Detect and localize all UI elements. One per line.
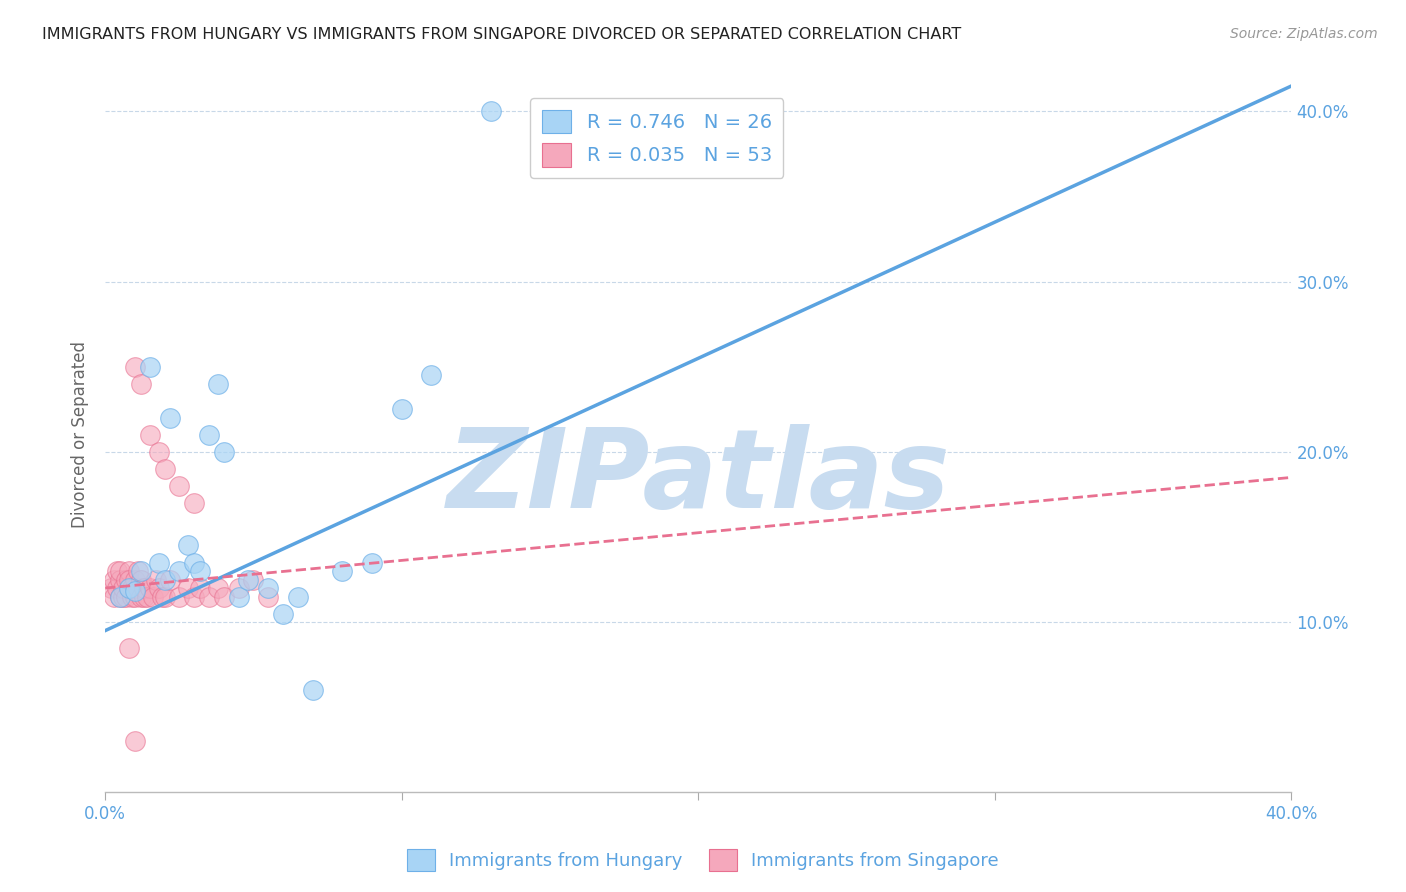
Point [177, 581, 200, 595]
Point [153, 573, 176, 587]
Point [236, 573, 259, 587]
Point [257, 581, 280, 595]
Point [124, 581, 146, 595]
Point [207, 376, 229, 391]
Point [183, 496, 205, 510]
Point [212, 590, 235, 604]
Point [169, 479, 191, 493]
Point [198, 428, 221, 442]
Point [124, 573, 146, 587]
Legend: R = 0.746   N = 26, R = 0.035   N = 53: R = 0.746 N = 26, R = 0.035 N = 53 [530, 98, 783, 178]
Point [115, 573, 138, 587]
Point [207, 581, 229, 595]
Point [301, 683, 323, 698]
Point [228, 590, 250, 604]
Point [257, 590, 280, 604]
Text: ZIPatlas: ZIPatlas [447, 425, 950, 532]
Point [183, 556, 205, 570]
Point [148, 445, 170, 459]
Point [129, 590, 152, 604]
Legend: Immigrants from Hungary, Immigrants from Singapore: Immigrants from Hungary, Immigrants from… [401, 842, 1005, 879]
Point [212, 445, 235, 459]
Point [124, 584, 146, 599]
Point [177, 539, 200, 553]
Point [198, 590, 221, 604]
Point [111, 590, 134, 604]
Point [138, 359, 160, 374]
Point [124, 590, 146, 604]
Point [132, 590, 155, 604]
Point [129, 564, 152, 578]
Text: Source: ZipAtlas.com: Source: ZipAtlas.com [1230, 27, 1378, 41]
Point [142, 590, 165, 604]
Point [129, 376, 152, 391]
Point [108, 590, 131, 604]
Point [105, 581, 128, 595]
Point [138, 581, 160, 595]
Point [108, 564, 131, 578]
Point [188, 581, 211, 595]
Point [103, 573, 125, 587]
Point [228, 581, 250, 595]
Point [391, 402, 413, 417]
Point [150, 590, 173, 604]
Point [332, 564, 354, 578]
Point [118, 564, 141, 578]
Point [118, 573, 141, 587]
Point [148, 556, 170, 570]
Point [124, 359, 146, 374]
Point [271, 607, 294, 621]
Point [188, 564, 211, 578]
Point [148, 581, 170, 595]
Point [124, 734, 146, 748]
Point [105, 564, 128, 578]
Point [118, 581, 141, 595]
Point [118, 640, 141, 655]
Y-axis label: Divorced or Separated: Divorced or Separated [72, 342, 89, 528]
Point [479, 104, 502, 119]
Text: IMMIGRANTS FROM HUNGARY VS IMMIGRANTS FROM SINGAPORE DIVORCED OR SEPARATED CORRE: IMMIGRANTS FROM HUNGARY VS IMMIGRANTS FR… [42, 27, 962, 42]
Point [135, 590, 157, 604]
Point [159, 410, 181, 425]
Point [100, 581, 122, 595]
Point [115, 590, 138, 604]
Point [111, 581, 134, 595]
Point [169, 590, 191, 604]
Point [153, 590, 176, 604]
Point [159, 573, 181, 587]
Point [127, 564, 149, 578]
Point [145, 573, 167, 587]
Point [103, 590, 125, 604]
Point [121, 581, 143, 595]
Point [118, 581, 141, 595]
Point [242, 573, 264, 587]
Point [169, 564, 191, 578]
Point [420, 368, 443, 383]
Point [132, 581, 155, 595]
Point [108, 590, 131, 604]
Point [108, 573, 131, 587]
Point [183, 590, 205, 604]
Point [129, 573, 152, 587]
Point [361, 556, 384, 570]
Point [138, 428, 160, 442]
Point [287, 590, 309, 604]
Point [121, 590, 143, 604]
Point [153, 462, 176, 476]
Point [127, 581, 149, 595]
